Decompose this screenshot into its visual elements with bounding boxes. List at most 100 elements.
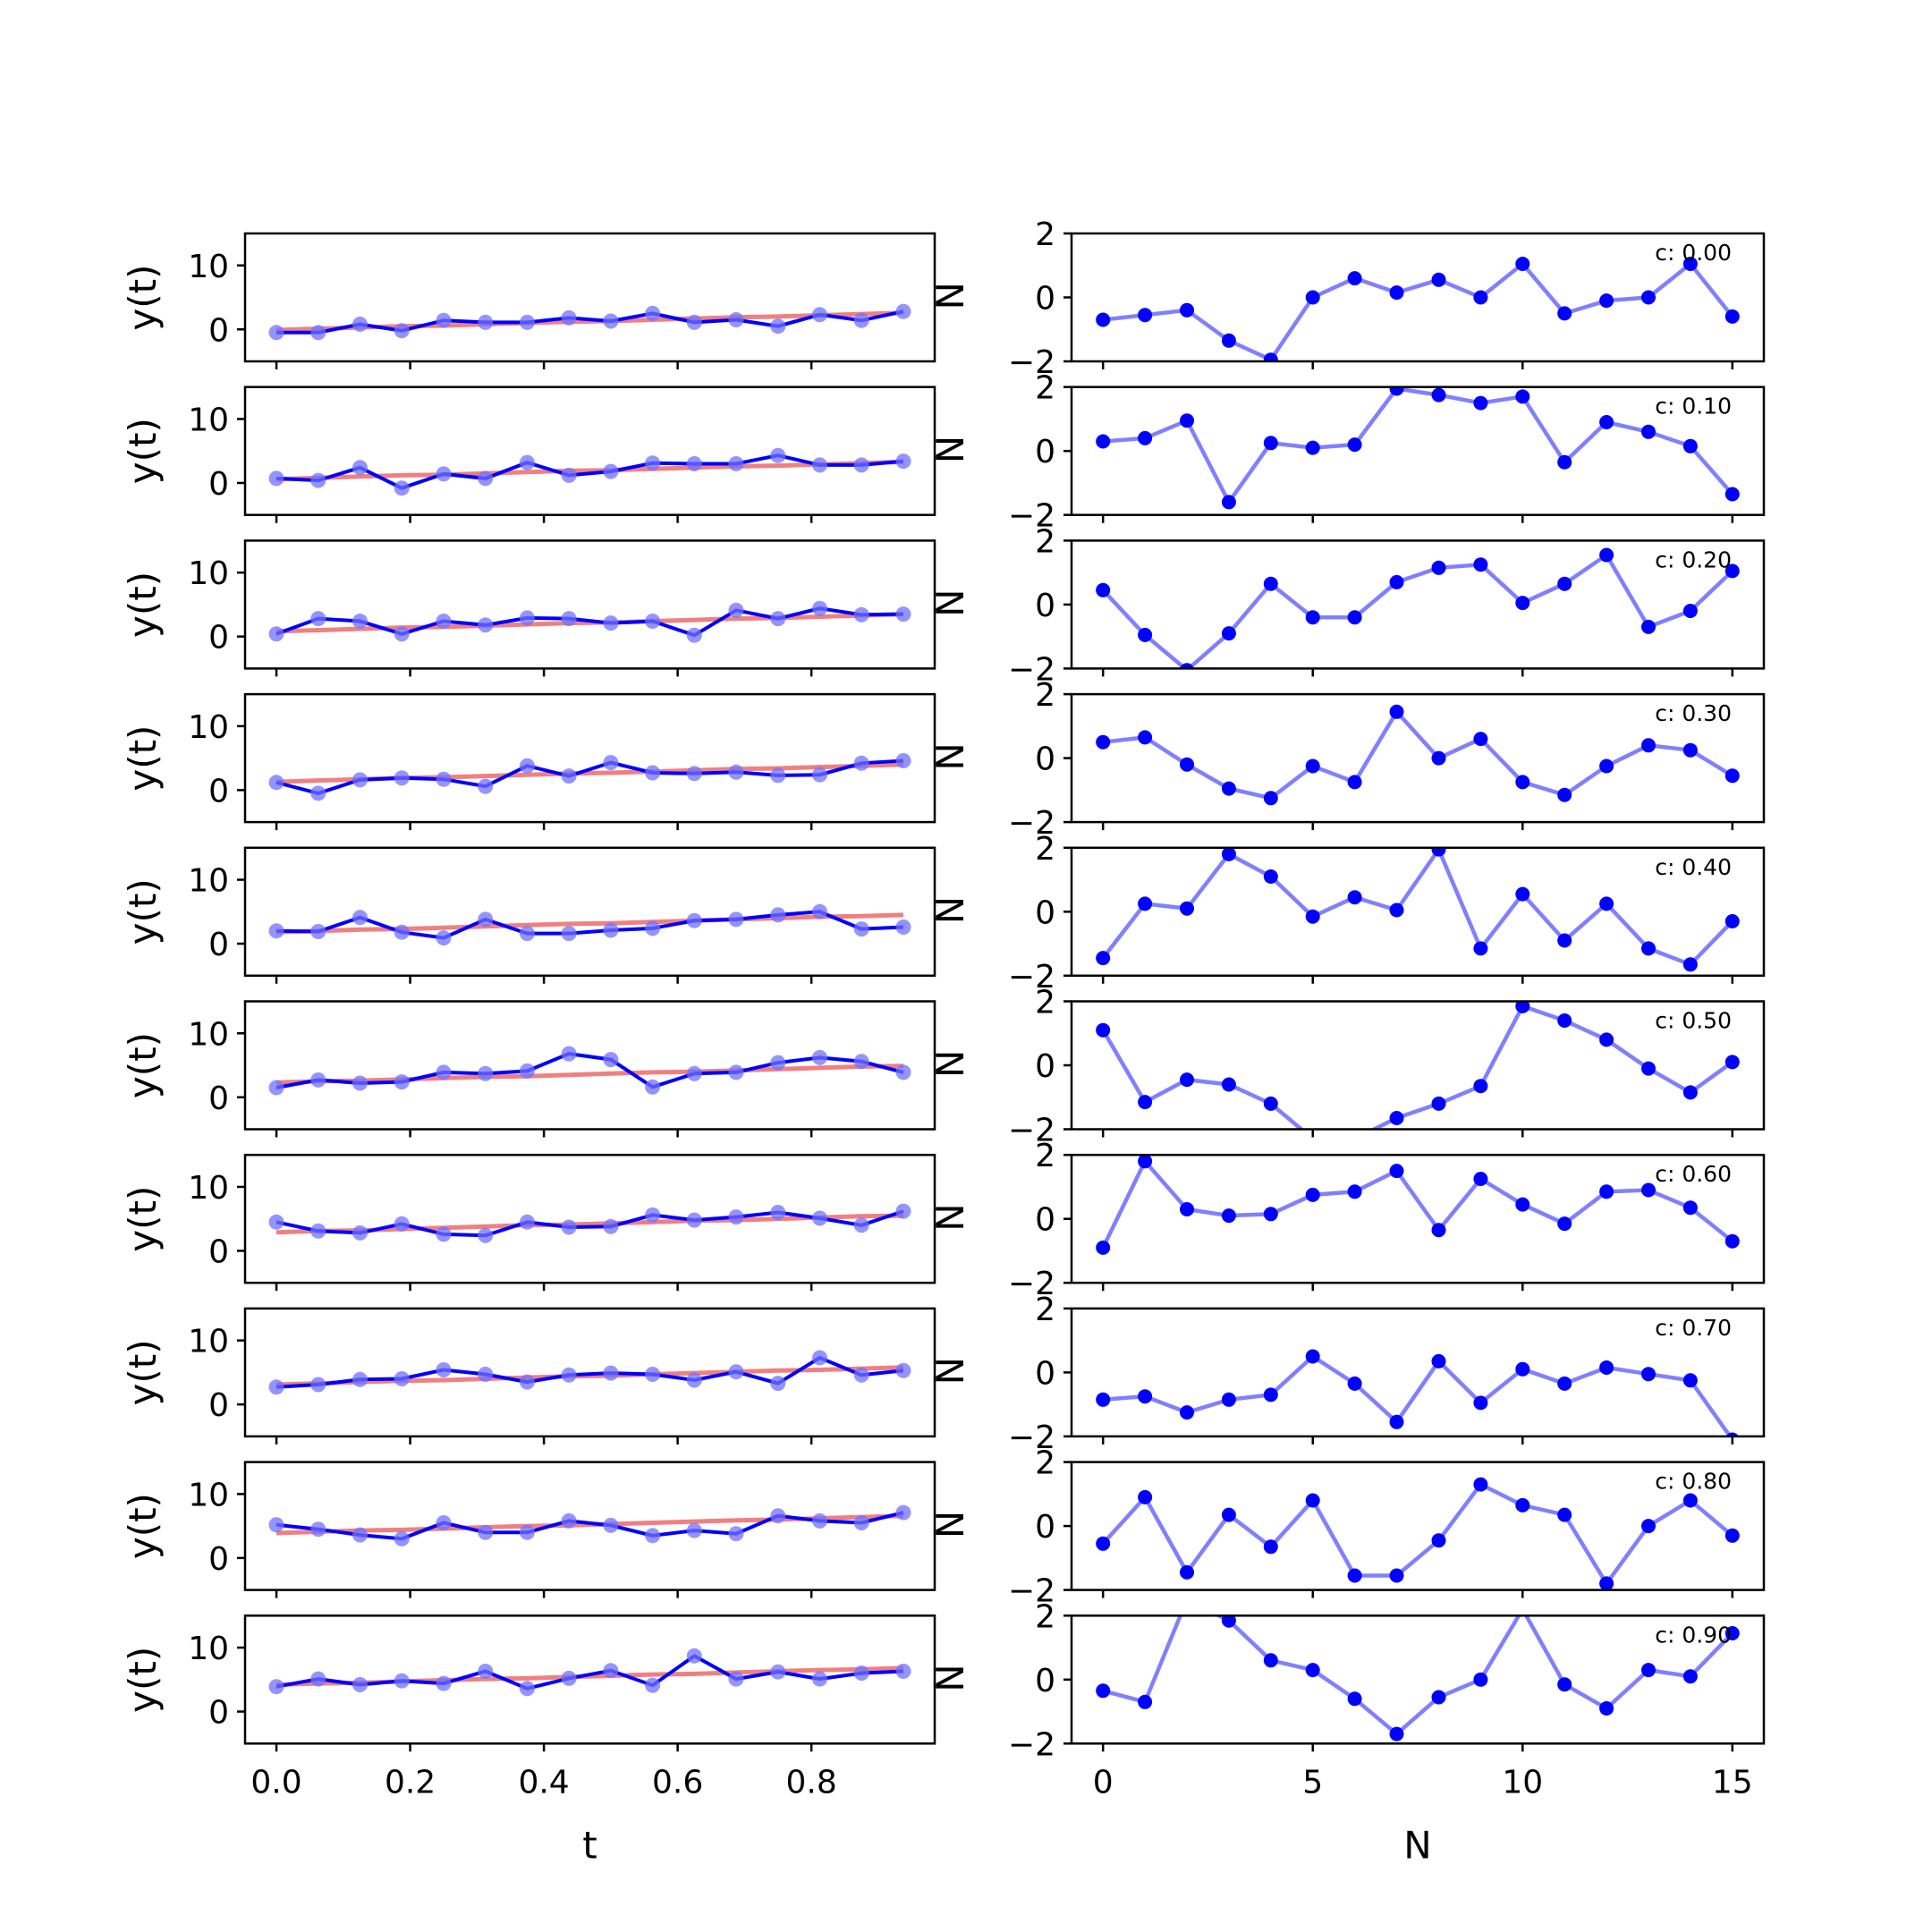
c-annotation: c: 0.00 xyxy=(1655,240,1732,266)
data-point xyxy=(812,1210,827,1226)
noise-point xyxy=(1389,1164,1404,1179)
data-point xyxy=(770,1205,786,1220)
y-tick-label: 0 xyxy=(208,1541,229,1578)
data-point xyxy=(895,606,911,623)
noise-point xyxy=(1096,1683,1111,1699)
noise-point xyxy=(1641,1061,1656,1076)
y-tick-label: 2 xyxy=(1035,831,1055,868)
data-point xyxy=(268,1214,284,1230)
noise-point xyxy=(1305,1493,1320,1508)
y-axis-label: y(t) xyxy=(121,1493,165,1559)
left-axes-frame xyxy=(243,539,936,670)
data-point xyxy=(394,323,410,339)
data-point xyxy=(519,926,535,942)
data-line xyxy=(275,1653,904,1690)
y-tick-label: 0 xyxy=(208,312,229,349)
right-panel-1: c: 0.10 −2 0 2 xyxy=(1008,370,1766,535)
noise-point xyxy=(1641,941,1656,956)
y-tick-label: 2 xyxy=(1035,1138,1055,1174)
data-point xyxy=(310,325,326,341)
data-point xyxy=(310,924,326,939)
noise-point xyxy=(1348,1131,1362,1146)
data-point xyxy=(268,325,284,341)
noise-point xyxy=(1221,495,1236,510)
noise-line xyxy=(1102,260,1734,361)
data-point xyxy=(853,312,869,328)
data-point xyxy=(561,1513,577,1529)
data-point xyxy=(352,317,368,332)
data-point xyxy=(686,912,702,928)
data-point xyxy=(853,921,869,937)
noise-point xyxy=(1473,732,1488,747)
data-point xyxy=(853,457,869,473)
data-point xyxy=(268,1679,284,1695)
data-point xyxy=(645,920,661,936)
noise-point xyxy=(1724,564,1740,579)
data-point xyxy=(352,910,368,926)
noise-point xyxy=(1515,596,1530,611)
y-tick-label: 10 xyxy=(188,402,229,438)
noise-point xyxy=(1431,1690,1446,1705)
data-point xyxy=(812,767,827,783)
noise-point xyxy=(1682,957,1698,972)
data-point xyxy=(853,1217,869,1233)
data-point xyxy=(352,1677,368,1692)
data-point xyxy=(310,472,326,488)
data-point xyxy=(728,1209,744,1225)
data-point xyxy=(561,611,577,627)
noise-point xyxy=(1473,1079,1488,1094)
data-point xyxy=(519,1063,535,1079)
noise-point xyxy=(1557,1677,1572,1692)
data-point xyxy=(812,1049,827,1065)
noise-point xyxy=(1641,738,1656,753)
noise-point xyxy=(1263,1387,1278,1402)
noise-point xyxy=(1221,1507,1236,1522)
noise-point xyxy=(1473,1395,1488,1411)
x-tick-label: 0.4 xyxy=(518,1764,569,1801)
y-axis-label: y(t) xyxy=(121,1032,165,1098)
noise-point xyxy=(1641,1519,1656,1534)
data-point xyxy=(645,614,661,629)
noise-point xyxy=(1557,454,1572,470)
noise-point xyxy=(1599,547,1614,563)
data-point xyxy=(561,1219,577,1235)
noise-point xyxy=(1347,610,1362,625)
data-point xyxy=(478,778,494,794)
y-tick-label: 0 xyxy=(208,1233,229,1270)
data-point xyxy=(519,314,535,330)
noise-line xyxy=(1102,1615,1734,1737)
data-point xyxy=(478,1065,494,1081)
data-point xyxy=(812,1513,827,1529)
data-point xyxy=(895,1664,911,1679)
noise-point xyxy=(1599,1701,1614,1716)
noise-point xyxy=(1347,890,1362,905)
noise-point xyxy=(1473,557,1488,572)
left-axes-frame xyxy=(243,1614,936,1745)
noise-point xyxy=(1682,1493,1698,1508)
x-tick-label: 15 xyxy=(1712,1764,1753,1801)
data-point xyxy=(394,480,410,496)
y-tick-label: 10 xyxy=(188,1170,229,1207)
noise-line xyxy=(1102,708,1733,801)
data-point xyxy=(394,1074,410,1090)
right-panel-5: c: 0.50 −2 0 2 xyxy=(1008,985,1766,1149)
data-point xyxy=(728,1064,744,1080)
noise-point xyxy=(1389,902,1404,918)
data-point xyxy=(436,466,452,482)
noise-point xyxy=(1180,302,1194,318)
noise-point xyxy=(1431,387,1446,402)
noise-point xyxy=(1557,933,1572,948)
data-point xyxy=(603,1663,619,1679)
y-tick-label: 0 xyxy=(208,773,229,809)
y-tick-label: −2 xyxy=(1008,1573,1055,1610)
data-line xyxy=(275,758,904,795)
noise-point xyxy=(1138,1155,1153,1169)
noise-point xyxy=(1221,626,1236,641)
y-tick-label: 10 xyxy=(188,709,229,746)
data-point xyxy=(812,600,827,616)
data-point xyxy=(394,924,410,940)
right-panel-9: c: 0.90 −2 0 2 0 5 10 15 xyxy=(1008,1598,1766,1801)
x-tick-label: 10 xyxy=(1502,1764,1543,1801)
